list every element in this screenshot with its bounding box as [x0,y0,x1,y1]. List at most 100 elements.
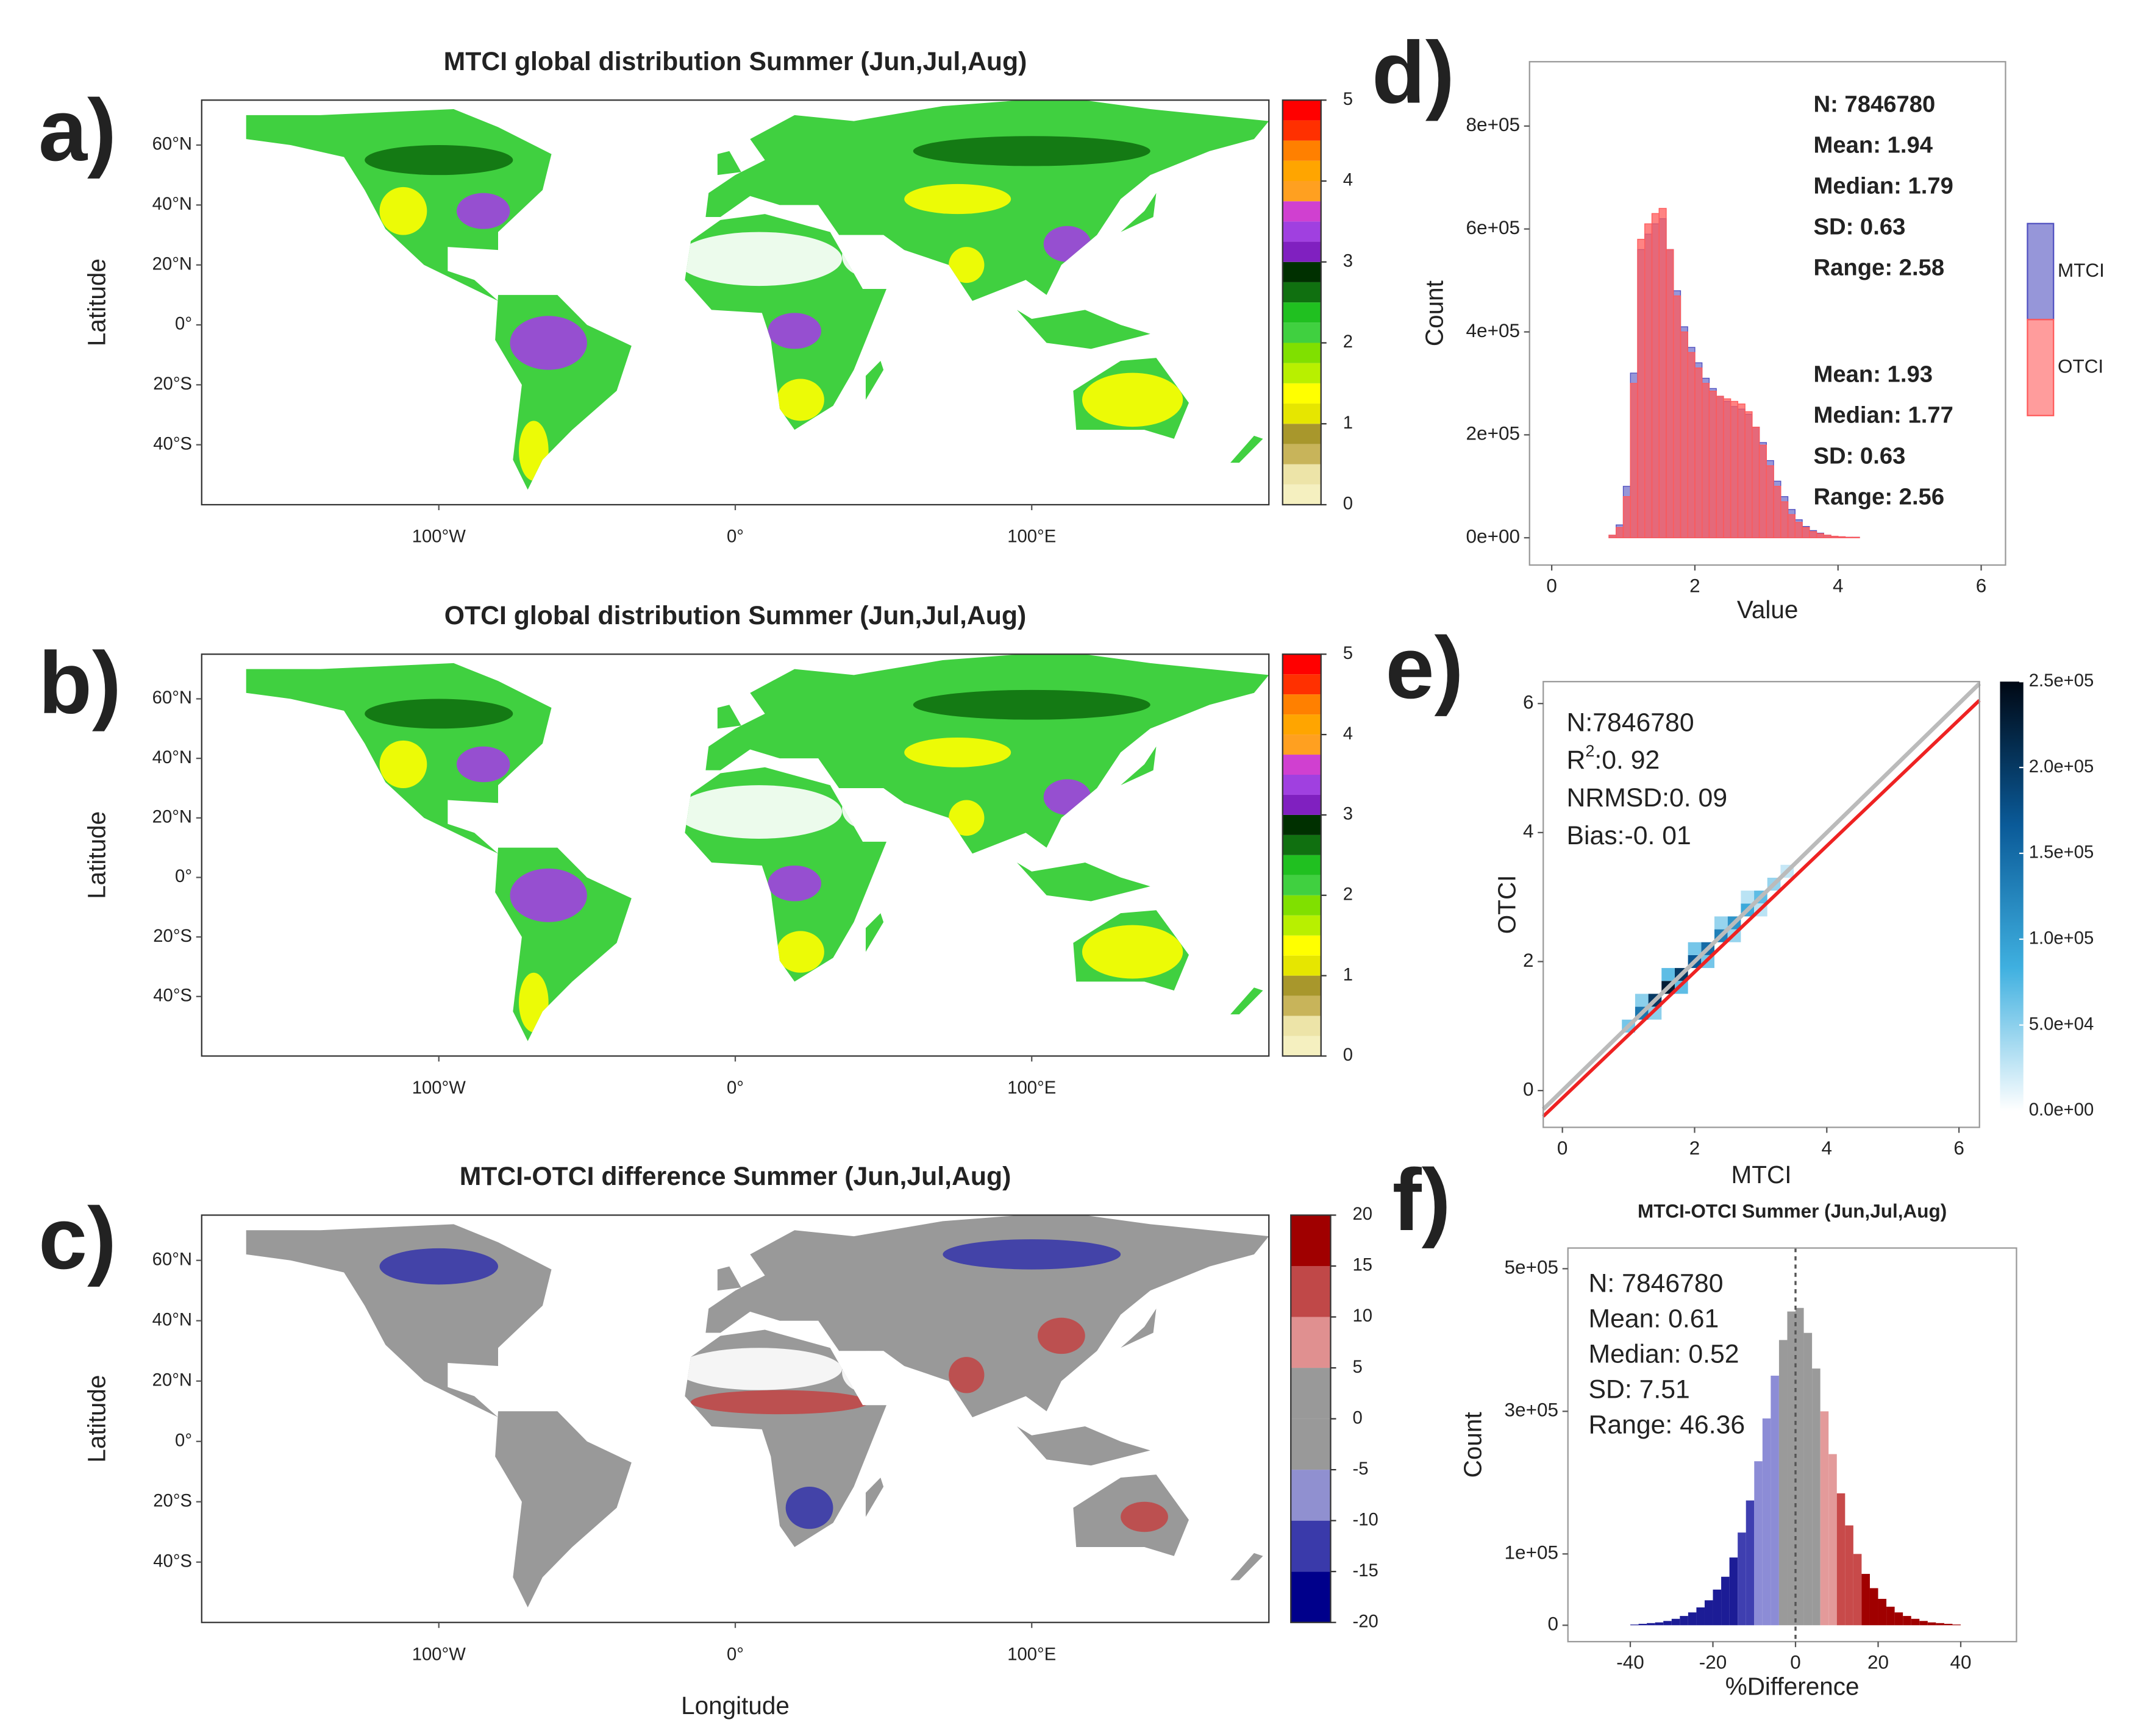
identity-line [1541,681,1981,1111]
colorbar-segment [1282,855,1321,875]
histogram-bar [1766,465,1774,538]
histogram-bar [1716,396,1724,538]
colorbar-segment [1282,140,1321,161]
colorbar-segment [1291,1215,1331,1266]
y-axis-label: OTCI [1493,875,1521,934]
colorbar-segment [1282,875,1321,895]
x-tick-label: 100°E [1007,527,1056,547]
colorbar-tick-label: 2.0e+05 [2029,757,2094,777]
colorbar-segment [1282,814,1321,835]
histogram-bar [1702,383,1710,538]
land-region [949,800,985,836]
x-tick-label: 100°E [1007,1078,1056,1098]
y-tick-label: 6 [1523,691,1534,713]
colorbar-segment [1282,714,1321,735]
histogram-bar [1616,527,1624,538]
density-cell [1741,891,1755,904]
density-cell [1674,981,1688,994]
stat-annotation: Mean: 0.61 [1588,1304,1719,1334]
histogram-bar [1680,331,1688,538]
x-tick-label: 0° [727,1645,744,1664]
colorbar-segment [1282,775,1321,795]
x-axis-label: Value [1737,596,1799,624]
histogram-bar [1773,486,1781,538]
histogram-bar [1936,1623,1944,1626]
histogram-bar [1723,398,1731,538]
land-region [768,865,822,902]
stat-annotation: N: 7846780 [1588,1269,1723,1298]
x-tick-label: -20 [1699,1651,1727,1673]
histogram-bar [1869,1588,1878,1626]
colorbar-tick-label: 0.0e+00 [2029,1100,2094,1120]
colorbar-tick-label: 5 [1343,644,1353,663]
y-axis-label: Latitude [83,1375,111,1463]
colorbar-tick-label: -15 [1352,1561,1378,1581]
stat-annotation: R2:0. 92 [1566,742,1660,775]
histogram-bar [1637,238,1646,538]
x-tick-label: -40 [1616,1651,1644,1673]
density-cell [1714,916,1728,930]
histogram-bar [1638,1623,1647,1626]
histogram-bar [1787,1311,1796,1626]
colorbar-segment [1282,383,1321,404]
histogram-bar [1952,1624,1961,1626]
histogram-bar [1713,1589,1722,1626]
colorbar-segment [1282,424,1321,444]
land-region [949,247,985,283]
y-tick-label: 40°N [152,748,192,767]
colorbar-tick-label: 5 [1352,1357,1362,1377]
x-axis-label: Longitude [681,1692,790,1720]
histogram-bar [1816,533,1824,538]
colorbar-tick-label: -10 [1352,1510,1378,1529]
colorbar-segment [1282,160,1321,181]
colorbar-segment [1282,221,1321,242]
colorbar-segment [1282,735,1321,755]
histogram-bar [1838,536,1846,538]
y-tick-label: 0 [1547,1613,1558,1635]
x-tick-label: 100°W [412,1645,466,1664]
histogram-bar [1655,1622,1664,1626]
histogram-bar [1845,1525,1853,1626]
annotation-part: R [1566,745,1585,775]
histogram-bar [1752,427,1760,538]
land-region [904,183,1011,215]
y-axis-label: Latitude [83,258,111,346]
land-region [1082,925,1183,979]
colorbar-tick-label: 10 [1352,1306,1372,1326]
histogram-bar [1754,1461,1763,1626]
x-tick-label: 0 [1546,574,1557,596]
stat-annotation: Range: 46.36 [1588,1410,1745,1440]
colorbar-segment [1282,261,1321,282]
histogram-bar [1780,501,1789,538]
histogram-bar [1852,536,1860,538]
stat-annotation: N: 7846780 [1813,91,1935,117]
colorbar-segment [1282,915,1321,936]
stat-annotation: NRMSD:0. 09 [1566,783,1727,813]
histogram-bar [1746,1500,1755,1626]
colorbar-segment [1282,1036,1321,1056]
map-title: MTCI global distribution Summer (Jun,Jul… [444,47,1027,76]
x-tick-label: 0° [727,527,744,547]
histogram-bar [1803,1332,1813,1626]
colorbar-segment [1282,955,1321,976]
x-tick-label: 100°W [412,527,466,547]
colorbar-segment [1282,834,1321,855]
colorbar-segment [1291,1418,1331,1470]
colorbar-segment [1282,484,1321,505]
land-region [365,699,513,729]
histogram-bar [1687,352,1696,538]
y-tick-label: 2e+05 [1466,422,1520,444]
histogram-bar [1671,1618,1680,1626]
land-region [456,746,510,783]
stat-annotation: Mean: 1.94 [1813,132,1933,158]
y-tick-label: 40°S [153,434,192,454]
stat-annotation: SD: 7.51 [1588,1375,1689,1404]
land-region [456,193,510,229]
x-tick-label: 0° [727,1078,744,1098]
x-tick-label: 6 [1976,574,1987,596]
y-tick-label: 60°N [152,1250,192,1269]
histogram-bar [1878,1599,1887,1626]
y-tick-label: 1e+05 [1505,1542,1558,1563]
x-tick-label: 0 [1790,1651,1801,1673]
x-tick-label: 4 [1822,1137,1833,1159]
